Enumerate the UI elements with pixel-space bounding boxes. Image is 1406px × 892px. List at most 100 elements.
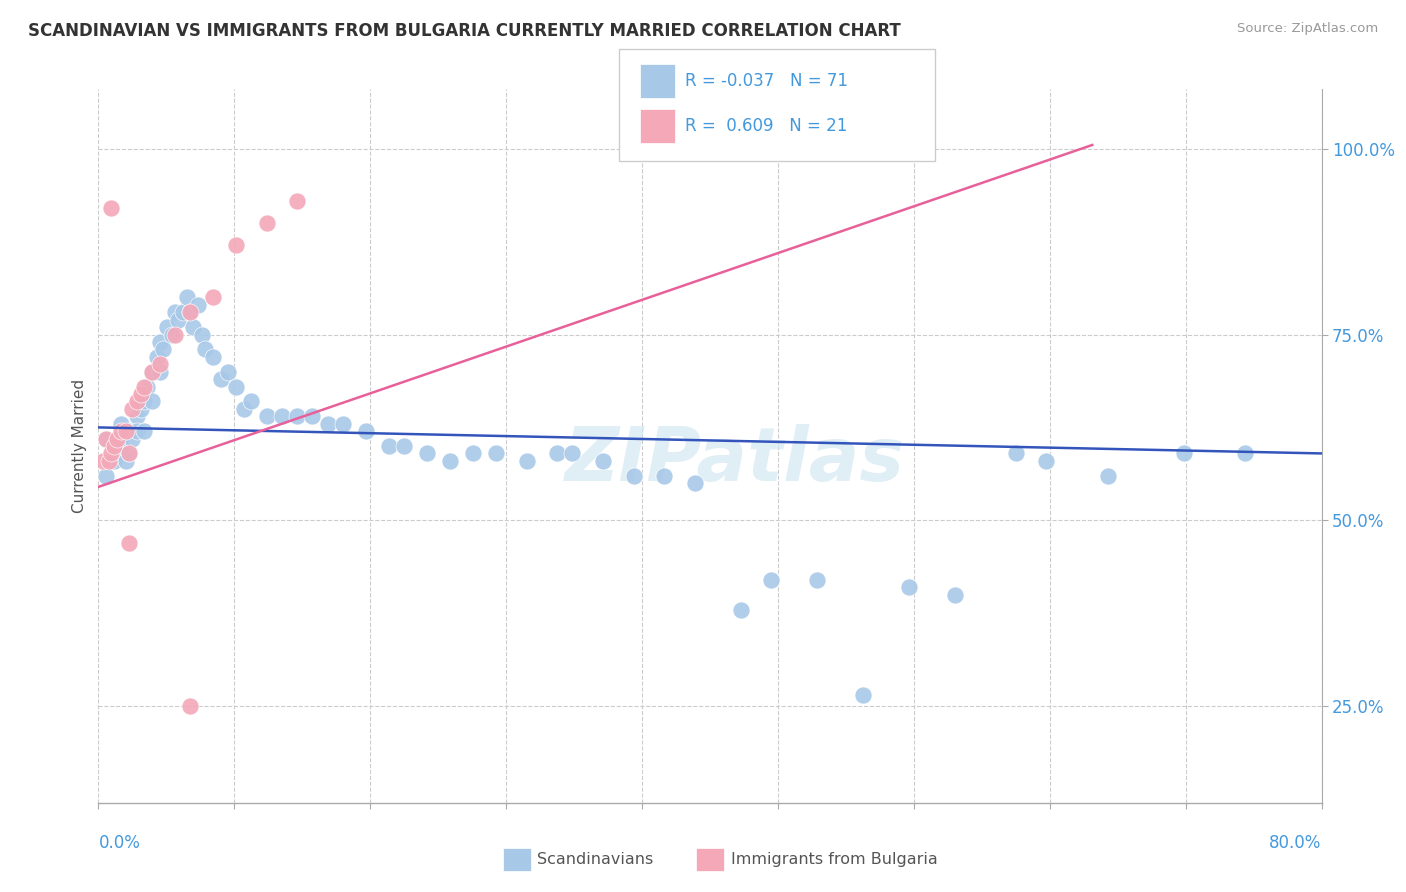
Point [202, 350, 225, 364]
Point [683, 476, 706, 491]
Point [1234, 446, 1257, 460]
Point [187, 298, 209, 312]
Point [115, 454, 138, 468]
Point [125, 409, 148, 424]
Point [103, 454, 125, 468]
Point [98, 454, 121, 468]
Point [1004, 446, 1026, 460]
Text: 80.0%: 80.0% [1270, 834, 1322, 852]
Point [546, 446, 568, 460]
Point [439, 454, 461, 468]
Point [191, 327, 214, 342]
Point [416, 446, 439, 460]
Point [134, 379, 156, 393]
Point [156, 320, 179, 334]
Point [94, 432, 117, 446]
Point [332, 417, 354, 431]
Point [136, 379, 159, 393]
Point [592, 454, 614, 468]
Text: R = -0.037   N = 71: R = -0.037 N = 71 [685, 72, 848, 90]
Point [105, 432, 128, 446]
Text: Immigrants from Bulgaria: Immigrants from Bulgaria [731, 853, 938, 867]
Point [110, 424, 132, 438]
Point [516, 454, 538, 468]
Point [129, 387, 152, 401]
Point [94, 432, 117, 446]
Point [125, 424, 148, 438]
Point [806, 573, 828, 587]
Point [110, 439, 132, 453]
Point [179, 305, 201, 319]
Text: Scandinavians: Scandinavians [537, 853, 654, 867]
Point [141, 394, 163, 409]
Point [852, 688, 875, 702]
Point [121, 432, 143, 446]
Point [217, 365, 239, 379]
Point [392, 439, 416, 453]
Point [354, 424, 377, 438]
Point [285, 409, 308, 424]
Point [316, 417, 339, 431]
Point [1035, 454, 1057, 468]
Text: SCANDINAVIAN VS IMMIGRANTS FROM BULGARIA CURRENTLY MARRIED CORRELATION CHART: SCANDINAVIAN VS IMMIGRANTS FROM BULGARIA… [28, 22, 901, 40]
Text: ZIPatlas: ZIPatlas [564, 424, 904, 497]
Point [121, 401, 143, 416]
Point [225, 379, 247, 393]
Point [152, 343, 174, 357]
Point [301, 409, 323, 424]
Point [202, 290, 225, 304]
Point [100, 446, 122, 460]
Point [103, 439, 125, 453]
Point [256, 409, 278, 424]
Point [285, 194, 308, 208]
Text: R =  0.609   N = 21: R = 0.609 N = 21 [685, 117, 846, 135]
Text: 0.0%: 0.0% [98, 834, 141, 852]
Point [897, 580, 920, 594]
Point [141, 365, 163, 379]
Point [256, 216, 278, 230]
Point [176, 290, 198, 304]
Point [125, 394, 148, 409]
Point [943, 588, 966, 602]
Point [461, 446, 484, 460]
Point [129, 401, 152, 416]
Point [163, 305, 186, 319]
Point [485, 446, 508, 460]
Point [240, 394, 263, 409]
Point [232, 401, 254, 416]
Point [100, 201, 122, 215]
Point [134, 394, 156, 409]
Point [118, 446, 141, 460]
Point [149, 334, 172, 349]
Point [225, 238, 247, 252]
Point [160, 327, 183, 342]
Point [91, 454, 114, 468]
Y-axis label: Currently Married: Currently Married [72, 379, 87, 513]
Point [759, 573, 782, 587]
Point [209, 372, 232, 386]
Point [181, 320, 204, 334]
Point [179, 699, 201, 714]
Point [561, 446, 583, 460]
Text: Source: ZipAtlas.com: Source: ZipAtlas.com [1237, 22, 1378, 36]
Point [134, 424, 156, 438]
Point [105, 446, 128, 460]
Point [167, 312, 190, 326]
Point [94, 468, 117, 483]
Point [145, 350, 167, 364]
Point [730, 602, 752, 616]
Point [1173, 446, 1195, 460]
Point [652, 468, 675, 483]
Point [194, 343, 217, 357]
Point [118, 424, 141, 438]
Point [115, 424, 138, 438]
Point [623, 468, 645, 483]
Point [1097, 468, 1119, 483]
Point [103, 439, 125, 453]
Point [110, 417, 132, 431]
Point [118, 535, 141, 549]
Point [179, 305, 201, 319]
Point [141, 365, 163, 379]
Point [149, 365, 172, 379]
Point [172, 305, 194, 319]
